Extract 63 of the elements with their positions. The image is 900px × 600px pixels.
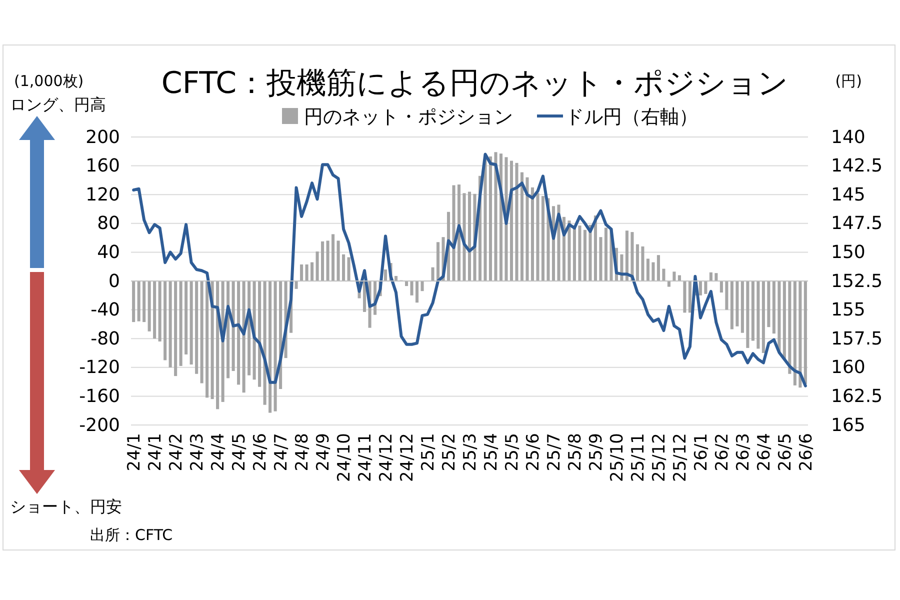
y2-tick-label: 165 [831,414,866,436]
x-tick-label: 25/12 [670,433,690,482]
legend-label: ドル円（右軸） [565,106,698,128]
y2-tick-label: 155 [831,300,866,321]
x-tick-label: 25/8 [565,433,586,472]
x-tick-label: 25/1 [418,433,439,472]
text: ロング、円高 [10,95,106,114]
x-tick-label: 24/7 [272,433,292,472]
y-tick-label: 80 [97,213,120,234]
x-tick-label: 25/11 [628,433,648,482]
y-tick-label: 0 [108,270,120,292]
x-tick-label: 24/1 [146,433,166,472]
chart-title: CFTC：投機筋による円のネット・ポジション [161,66,789,101]
y-tick-label: -40 [90,300,120,321]
x-tick-label: 26/1 [691,433,712,472]
y2-axis-title: (円) [835,72,862,90]
x-tick-label: 25/3 [460,433,480,472]
x-tick-label: 24/8 [292,433,313,472]
x-tick-label: 24/12 [376,433,397,482]
y-tick-label: 160 [86,156,120,177]
x-tick-label: 25/2 [440,433,460,472]
x-tick-label: 24/11 [356,433,376,482]
y2-tick-label: 162.5 [831,386,883,407]
y-axis-title: (1,000枚) [14,72,84,90]
y2-tick-label: 152.5 [831,270,883,292]
x-tick-label: 26/3 [733,433,754,472]
x-tick-label: 24/12 [398,433,418,482]
y-tick-label: 120 [86,184,120,206]
x-tick-label: 26/2 [712,433,732,472]
x-tick-label: 24/3 [188,433,208,472]
x-tick-label: 24/10 [334,433,355,482]
x-tick-label: 24/2 [166,433,187,472]
text: ショート、円安 [10,497,122,516]
x-tick-label: 26/5 [775,433,796,472]
x-tick-label: 24/6 [250,433,271,472]
legend-label: 円のネット・ポジション [304,106,513,128]
text: 出所：CFTC [90,526,173,544]
x-tick-label: 26/4 [754,433,774,472]
y2-tick-label: 142.5 [831,156,883,177]
y2-tick-label: 140 [831,126,866,148]
y-tick-label: -160 [79,386,120,407]
y-tick-label: 40 [97,242,120,263]
x-tick-label: 24/9 [314,433,334,472]
x-tick-label: 25/9 [586,433,606,472]
x-tick-label: 25/10 [607,433,628,482]
x-tick-label: 24/4 [208,433,229,472]
y-tick-label: -120 [79,357,120,378]
x-tick-label: 25/7 [544,433,564,472]
x-tick-label: 25/12 [649,433,670,482]
y2-tick-label: 145 [831,184,866,206]
y2-tick-label: 147.5 [831,213,883,234]
x-tick-label: 25/6 [523,433,544,472]
y-tick-label: 200 [86,126,120,148]
x-tick-label: 24/5 [230,433,250,472]
y2-tick-label: 160 [831,357,866,378]
y2-tick-label: 157.5 [831,328,883,350]
x-tick-label: 26/6 [796,433,816,472]
y-tick-label: -200 [79,414,120,436]
y-tick-label: -80 [90,328,120,350]
x-tick-label: 25/4 [481,433,502,472]
x-tick-label: 24/1 [124,433,145,472]
x-tick-label: 25/5 [502,433,522,472]
y2-tick-label: 150 [831,242,866,263]
